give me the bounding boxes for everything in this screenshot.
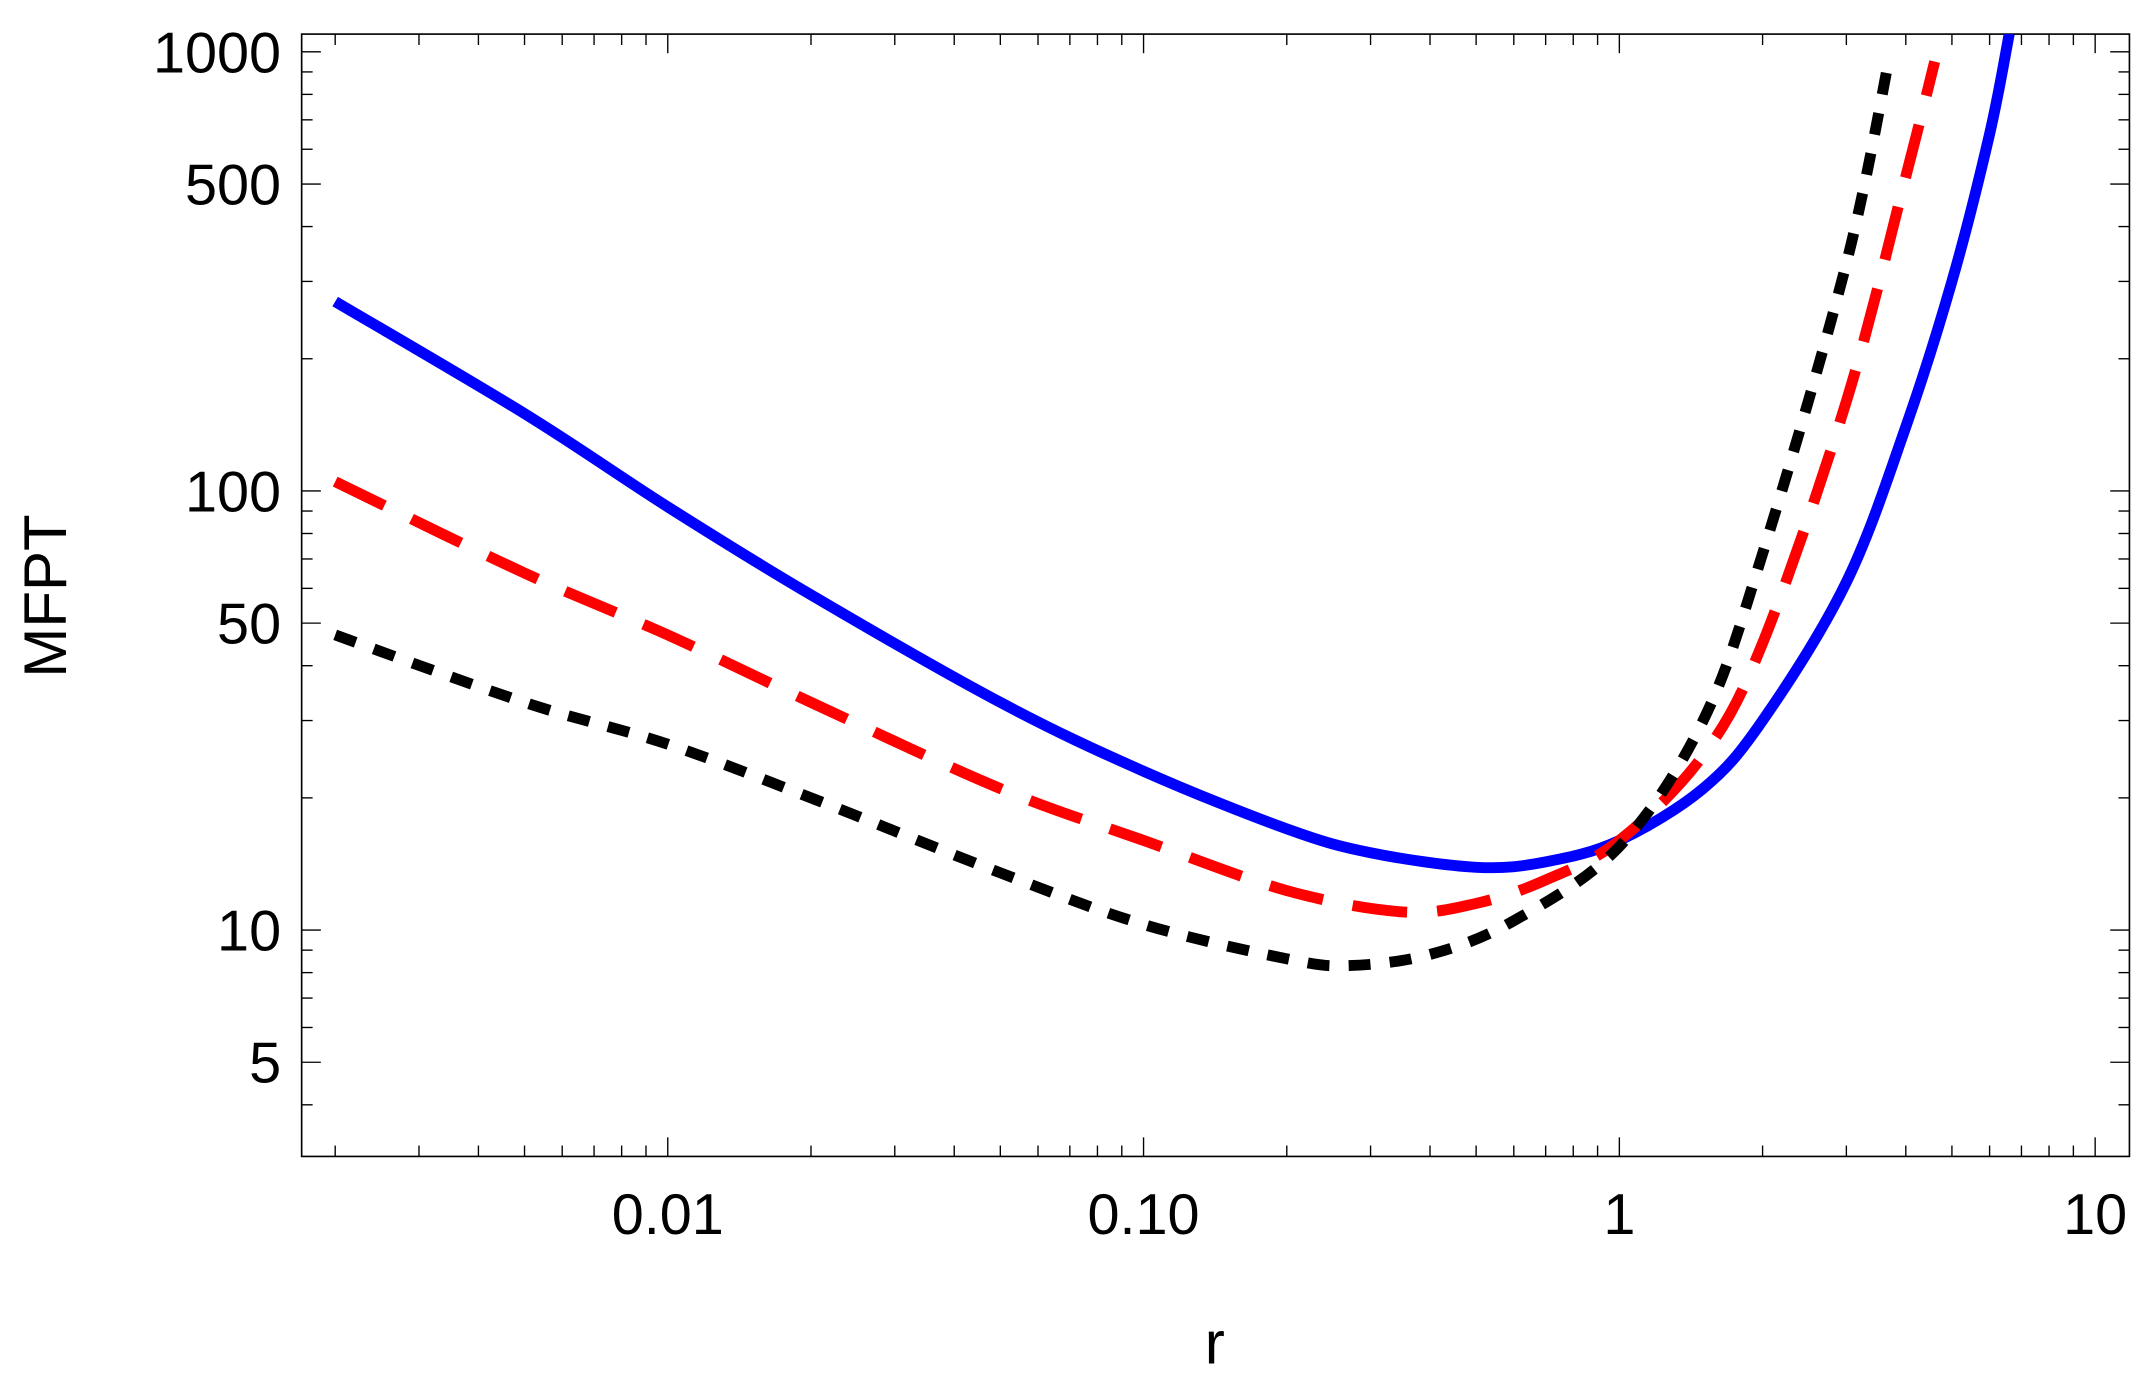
y-axis-label: MFPT [12, 514, 79, 677]
y-tick-label: 5 [249, 1032, 281, 1096]
x-tick-label: 10 [2063, 1183, 2127, 1247]
y-tick-label: 50 [217, 593, 281, 657]
series-line-dashed-red [332, 60, 1941, 918]
x-tick-label: 0.01 [612, 1183, 724, 1247]
series-group [332, 34, 2015, 972]
y-tick-label: 1000 [153, 21, 281, 85]
tick-labels: 0.01 0.10 1 10 5 10 50 100 500 1000 [153, 21, 2127, 1247]
x-tick-label: 1 [1603, 1183, 1635, 1247]
series-line-solid-blue [332, 34, 2015, 874]
x-tick-label: 0.10 [1088, 1183, 1200, 1247]
x-axis-label: r [1205, 1310, 1225, 1377]
y-tick-label: 100 [185, 461, 281, 525]
y-tick-label: 500 [185, 154, 281, 218]
series-line-dotted-black [333, 54, 1896, 972]
axis-ticks [301, 34, 2130, 1157]
y-tick-label: 10 [217, 900, 281, 964]
plot-frame [300, 33, 2131, 1158]
